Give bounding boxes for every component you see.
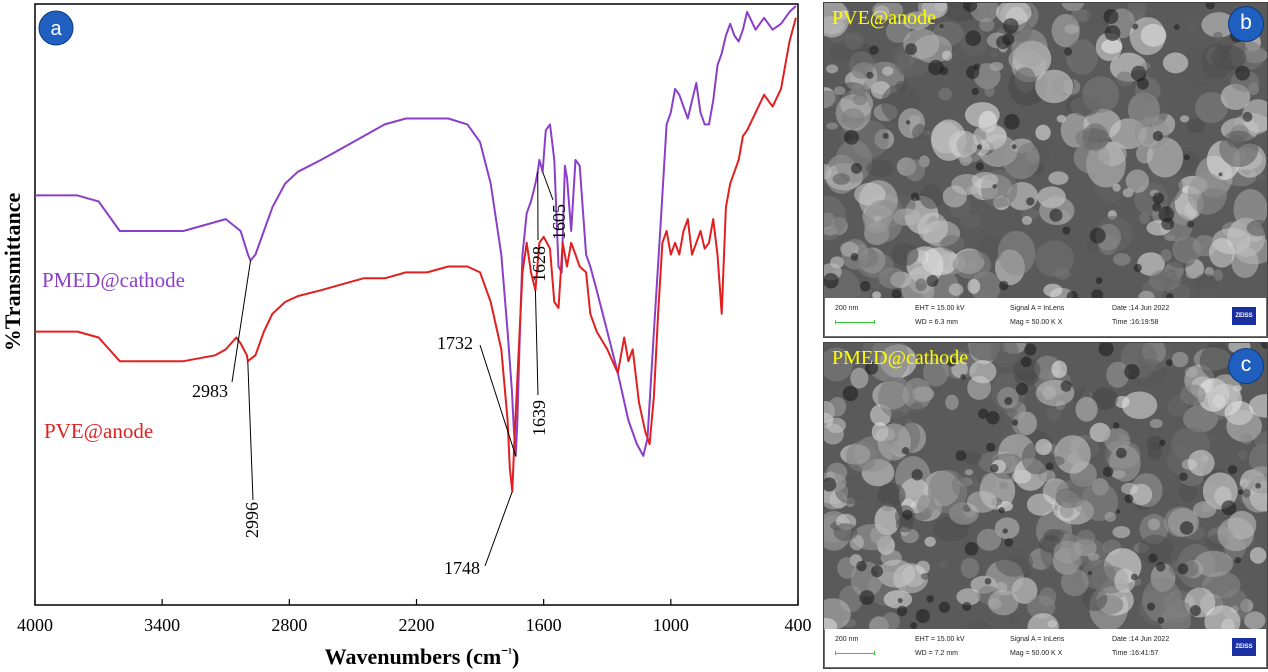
sem-texture [824,3,1267,299]
badge-a-label: a [50,18,62,40]
series-label-pve: PVE@anode [44,419,153,443]
zeiss-logo: ZEISS [1232,638,1256,656]
eht-text: EHT = 15.00 kV [915,636,965,643]
sem-info-bar: 200 nm EHT = 15.00 kV WD = 6.3 mm Signal… [825,298,1266,336]
mag-text: Mag = 50.00 K X [1010,319,1063,326]
annotation-leader-1605 [542,171,554,201]
signal-text: Signal A = InLens [1010,305,1065,312]
annotation-1628: 1628 [529,246,549,282]
annotation-1605: 1605 [549,204,569,240]
scale-bar [835,651,875,655]
x-tick-label-4: 1600 [526,615,562,635]
scale-text: 200 nm [835,636,859,643]
date-text: Date :14 Jun 2022 [1112,305,1170,312]
date-text: Date :14 Jun 2022 [1112,636,1170,643]
sem-texture [824,343,1267,630]
series-line-1 [35,17,797,493]
x-tick-label-3: 2200 [399,615,435,635]
annotation-1639: 1639 [529,400,549,436]
scale-text: 200 nm [835,305,859,312]
ftir-chart: 4000 3400 2800 2200 1600 1000 400 2983 2996 1732… [0,3,812,669]
sem-title: PMED@cathode [832,347,969,369]
annotation-1732: 1732 [437,333,473,353]
x-tick-label-2: 2800 [271,615,307,635]
series-layer [35,5,797,493]
badge-a: a [38,10,74,46]
sem-image-pmed-cathode: PMED@cathode c 200 nm EHT = 15.00 kV WD … [823,342,1268,669]
time-text: Time :16:19:58 [1112,319,1159,326]
eht-text: EHT = 15.00 kV [915,305,965,312]
wd-text: WD = 6.3 mm [915,319,958,326]
time-text: Time :16:41:57 [1112,650,1159,657]
sem-info-bar: 200 nm EHT = 15.00 kV WD = 7.2 mm Signal… [825,629,1266,667]
plot-frame [34,3,799,606]
wd-text: WD = 7.2 mm [915,650,958,657]
annotation-leader-1639 [534,290,539,396]
annotation-leader-1732 [479,344,517,457]
series-label-pmed: PMED@cathode [42,268,185,292]
x-axis-ticks: 4000 3400 2800 2200 1600 1000 400 [17,599,812,635]
sem-image-pve-anode: PVE@anode b 200 nm EHT = 15.00 kV WD = 6… [823,2,1268,338]
scale-bar [835,320,875,324]
y-axis-label: %Transmittance [0,193,25,352]
signal-text: Signal A = InLens [1010,636,1065,643]
badge-c: c [1228,348,1264,384]
x-tick-label-5: 1000 [653,615,689,635]
mag-text: Mag = 50.00 K X [1010,650,1063,657]
annotation-2996: 2996 [242,502,262,538]
annotation-leader-2996 [247,361,254,501]
annotation-1748: 1748 [444,558,480,578]
x-tick-label-0: 4000 [17,615,53,635]
annotation-2983: 2983 [192,381,228,401]
x-tick-label-1: 3400 [144,615,180,635]
x-tick-label-6: 400 [785,615,812,635]
series-line-0 [35,5,797,457]
annotation-leader-2983 [231,260,252,383]
zeiss-logo: ZEISS [1232,307,1256,325]
x-axis-label: Wavenumbers (cm⁻¹) [325,644,520,669]
annotation-leader-1748 [484,491,513,567]
sem-title: PVE@anode [832,7,936,29]
badge-b: b [1228,6,1264,42]
